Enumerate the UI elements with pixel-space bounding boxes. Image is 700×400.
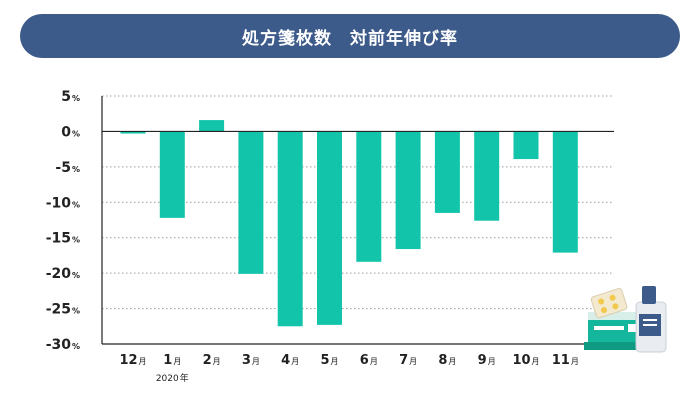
y-tick-label: -5%	[55, 160, 80, 176]
bar-8月	[434, 131, 460, 213]
tick-labels: 5% 0% -5% -10% -15% -20% -25% -30% 12月 1月 2月 3月 4月 5月…	[46, 89, 579, 384]
y-tick-label: -10%	[46, 195, 80, 211]
year-annotation: 2020年	[156, 372, 189, 384]
y-tick-label: -20%	[46, 266, 80, 282]
bar-10月	[513, 131, 539, 160]
x-tick-label: 11月	[552, 353, 579, 368]
bar-2月	[199, 120, 225, 132]
x-tick-label: 7月	[399, 353, 417, 368]
x-tick-label: 5月	[320, 353, 338, 368]
x-tick-label: 6月	[360, 353, 378, 368]
x-tick-label: 4月	[281, 353, 299, 368]
bar-6月	[356, 131, 382, 262]
bar-9月	[474, 131, 500, 221]
x-tick-label: 12月	[119, 353, 146, 368]
axes	[101, 96, 614, 345]
medicine-bottle-and-pills-icon	[584, 286, 667, 353]
x-tick-label: 1月	[163, 353, 181, 368]
bar-12月	[120, 131, 146, 134]
chart-title-banner: 処方箋枚数 対前年伸び率	[20, 14, 680, 58]
bar-4月	[277, 131, 303, 327]
chart-title: 処方箋枚数 対前年伸び率	[242, 28, 458, 49]
x-tick-label: 3月	[242, 353, 260, 368]
bar-1月	[159, 131, 185, 218]
y-tick-label: -15%	[46, 231, 80, 247]
y-tick-label: -25%	[46, 302, 80, 318]
bar-11月	[552, 131, 578, 253]
bar-5月	[317, 131, 342, 325]
y-tick-label: 0%	[61, 124, 80, 140]
y-tick-label: 5%	[61, 89, 80, 105]
x-tick-label: 9月	[478, 353, 496, 368]
bars	[120, 120, 578, 327]
x-tick-label: 10月	[512, 353, 539, 368]
y-tick-label: -30%	[46, 337, 80, 353]
bar-7月	[395, 131, 421, 250]
bar-3月	[238, 131, 264, 274]
x-tick-label: 8月	[438, 353, 456, 368]
x-tick-label: 2月	[203, 353, 221, 368]
